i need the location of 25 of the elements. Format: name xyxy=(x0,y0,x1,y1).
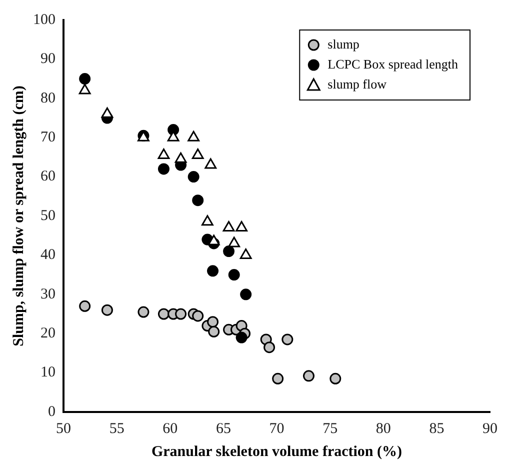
legend-label: slump flow xyxy=(328,76,388,92)
y-tick-label: 10 xyxy=(40,364,56,381)
y-tick-label: 90 xyxy=(40,51,56,68)
x-tick-label: 75 xyxy=(322,420,338,437)
x-tick-label: 60 xyxy=(162,420,178,437)
legend-label: LCPC Box spread length xyxy=(328,56,458,72)
y-tick-label: 20 xyxy=(40,326,56,342)
y-axis-title: Slump, slump flow or spread length (cm) xyxy=(10,86,27,346)
y-tick-label: 40 xyxy=(40,247,56,264)
x-tick-label: 55 xyxy=(109,420,124,437)
y-tick-label: 50 xyxy=(40,208,56,224)
y-tick-label: 80 xyxy=(40,90,56,106)
y-tick-label: 60 xyxy=(40,168,56,185)
y-tick-label: 100 xyxy=(33,12,56,28)
y-tick-label: 30 xyxy=(40,286,56,302)
legend-label: slump xyxy=(328,36,360,52)
x-tick-label: 90 xyxy=(482,420,498,437)
x-tick-label: 80 xyxy=(376,420,391,437)
x-tick-label: 85 xyxy=(429,420,444,437)
x-tick-label: 50 xyxy=(56,420,71,437)
y-tick-label: 0 xyxy=(48,404,56,420)
x-tick-label: 70 xyxy=(269,420,284,437)
x-axis-title: Granular skeleton volume fraction (%) xyxy=(151,444,402,460)
y-tick-label: 70 xyxy=(40,130,56,146)
x-tick-label: 65 xyxy=(216,420,231,437)
